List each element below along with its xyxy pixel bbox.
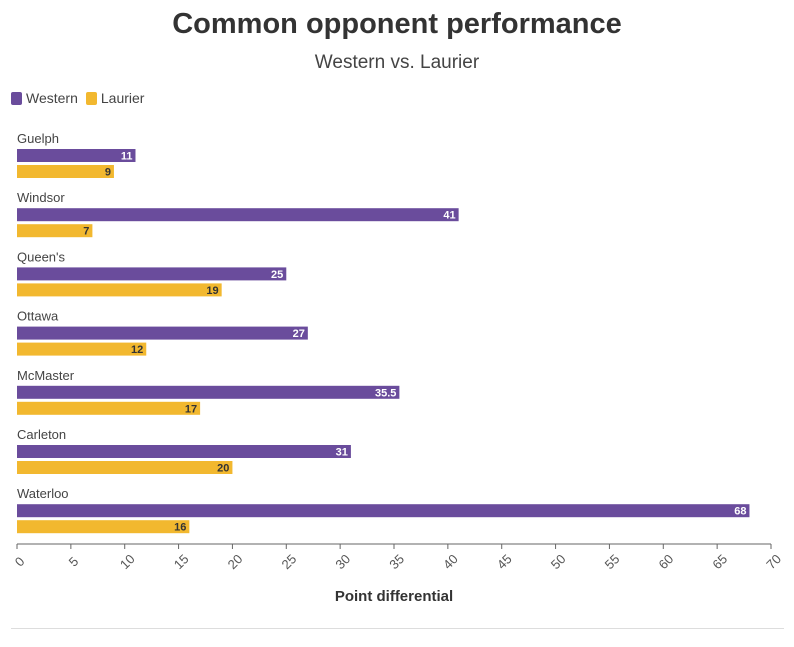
x-tick-label-5: 5 [66,554,82,570]
category-label-mcmaster: McMaster [17,368,75,383]
bar-western-guelph [17,149,136,162]
x-tick-label-0: 0 [12,554,28,570]
x-tick-label-20: 20 [225,551,246,572]
bar-laurier-carleton [17,461,233,474]
data-label-laurier-carleton: 20 [217,463,229,475]
legend-label-laurier: Laurier [100,90,145,106]
category-label-windsor: Windsor [17,190,65,205]
category-label-queen-s: Queen's [17,249,66,264]
legend-swatch-western [11,91,22,105]
bar-laurier-windsor [17,224,93,238]
bar-western-ottawa [17,326,308,340]
bar-western-queen-s [17,267,287,281]
bar-western-carleton [17,445,351,458]
legend-item-western: Western [11,90,78,106]
legend-label-western: Western [26,90,78,106]
data-label-western-mcmaster: 35.5 [375,387,396,399]
x-tick-label-50: 50 [548,551,569,572]
category-label-carleton: Carleton [17,427,66,442]
bar-western-waterloo [17,504,750,518]
legend-item-laurier: Laurier [85,90,145,106]
chart-subtitle: Western vs. Laurier [314,52,480,73]
x-axis-title: Point differential [335,588,453,605]
x-tick-label-30: 30 [332,551,353,572]
data-label-western-carleton: 31 [336,447,348,459]
x-tick-label-55: 55 [602,551,623,572]
legend-swatch-laurier [85,91,97,105]
bar-western-windsor [17,208,459,222]
bottom-divider [11,628,784,629]
data-label-laurier-waterloo: 16 [174,522,186,534]
x-tick-label-65: 65 [709,551,730,572]
data-label-laurier-mcmaster: 17 [185,403,197,415]
data-label-western-ottawa: 27 [293,328,305,340]
x-tick-label-70: 70 [763,551,784,572]
x-tick-label-10: 10 [117,551,138,572]
data-label-western-windsor: 41 [443,210,455,222]
bar-laurier-queen-s [17,283,222,297]
data-label-laurier-guelph: 9 [105,167,111,179]
category-label-waterloo: Waterloo [17,486,69,501]
data-label-western-guelph: 11 [121,151,133,163]
bar-laurier-mcmaster [17,401,201,415]
x-tick-label-45: 45 [494,551,515,572]
bar-laurier-guelph [17,165,114,178]
x-tick-label-35: 35 [386,551,407,572]
chart-title: Common opponent performance [172,8,622,40]
x-tick-label-40: 40 [440,551,461,572]
category-label-guelph: Guelph [17,131,59,146]
legend: Western Laurier [11,90,144,106]
data-label-laurier-queen-s: 19 [206,285,218,297]
bar-laurier-waterloo [17,520,190,534]
x-tick-label-60: 60 [656,551,677,572]
bar-western-mcmaster [17,385,400,399]
x-tick-label-25: 25 [279,551,300,572]
data-label-western-waterloo: 68 [734,506,746,518]
data-label-western-queen-s: 25 [271,269,283,281]
bar-laurier-ottawa [17,342,147,356]
data-label-laurier-windsor: 7 [83,226,89,238]
category-label-ottawa: Ottawa [17,309,59,324]
x-tick-label-15: 15 [171,551,192,572]
data-label-laurier-ottawa: 12 [131,344,143,356]
